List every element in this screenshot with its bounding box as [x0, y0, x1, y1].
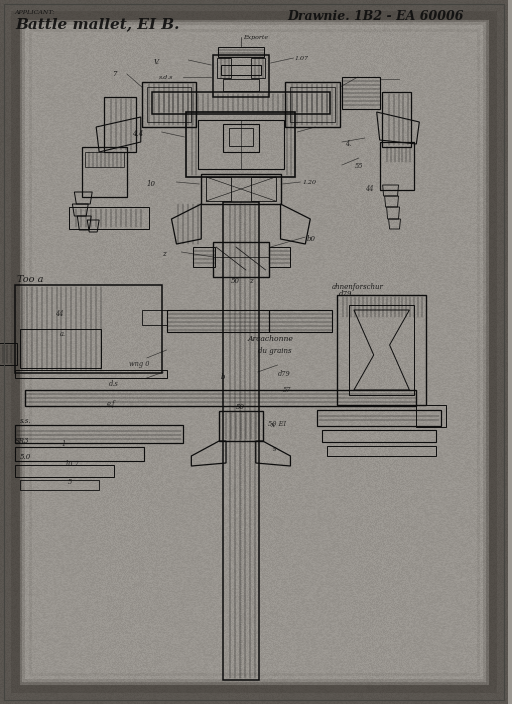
Bar [25, 390, 416, 406]
Bar [322, 430, 436, 442]
Text: 50: 50 [236, 403, 245, 411]
Bar [15, 370, 166, 378]
Text: 50: 50 [231, 277, 240, 285]
Bar [380, 142, 414, 190]
Text: wng 0: wng 0 [129, 360, 150, 368]
Bar [142, 82, 196, 127]
Text: du grains: du grains [258, 347, 291, 355]
Bar [221, 65, 261, 75]
Text: 55: 55 [355, 162, 364, 170]
Bar [152, 92, 330, 114]
Bar [337, 295, 426, 405]
Bar [82, 147, 127, 197]
Text: SR3: SR3 [15, 437, 29, 445]
Text: 5: 5 [68, 478, 72, 486]
Text: b: b [221, 373, 226, 381]
Bar [15, 465, 114, 477]
Bar [416, 405, 446, 427]
Text: 1.07: 1.07 [294, 56, 308, 61]
Text: Exporte: Exporte [243, 35, 268, 40]
Bar [327, 446, 436, 456]
Bar [30, 30, 478, 674]
Bar [20, 480, 99, 490]
Text: z: z [162, 250, 165, 258]
Text: 10: 10 [147, 180, 156, 188]
Bar [223, 202, 259, 680]
Text: Battle mallet, EI B.: Battle mallet, EI B. [15, 17, 179, 31]
Text: V.: V. [154, 58, 160, 66]
Bar [0, 343, 17, 365]
Bar [206, 177, 231, 201]
Text: 4.: 4. [345, 140, 351, 148]
Bar [15, 447, 144, 461]
Bar [218, 47, 264, 57]
Text: 44: 44 [365, 185, 373, 193]
Text: 50 EI: 50 EI [268, 420, 286, 428]
Bar [15, 425, 183, 443]
Bar [15, 285, 162, 373]
Bar [229, 128, 253, 146]
Bar [217, 58, 231, 78]
Bar [223, 124, 259, 152]
Text: 1.20: 1.20 [303, 180, 316, 185]
Bar [20, 329, 100, 368]
Text: b0: b0 [306, 235, 315, 243]
Bar [147, 87, 191, 122]
Text: Too a: Too a [17, 275, 44, 284]
Bar [349, 305, 414, 395]
Bar [219, 411, 263, 441]
Text: 44: 44 [54, 310, 63, 318]
Bar [186, 112, 295, 177]
Bar [142, 310, 166, 325]
Bar [317, 410, 441, 426]
Bar [223, 79, 259, 91]
Bar [198, 120, 284, 169]
Bar [86, 152, 124, 167]
Text: s: s [272, 445, 276, 453]
Text: Arcachonne: Arcachonne [248, 335, 294, 343]
Bar [213, 242, 269, 277]
Text: Drawnie. 1B2 - EA 60006: Drawnie. 1B2 - EA 60006 [287, 10, 464, 23]
Bar [381, 92, 412, 147]
Bar [251, 177, 275, 201]
Bar [251, 58, 265, 78]
Bar [290, 87, 335, 122]
Bar [342, 77, 380, 109]
Bar [104, 97, 136, 152]
Text: x: x [271, 421, 274, 429]
Bar [166, 310, 269, 332]
Bar [269, 310, 332, 332]
Text: 57: 57 [283, 386, 291, 394]
Text: 5.0: 5.0 [20, 453, 31, 461]
Text: a.: a. [59, 330, 66, 338]
Text: ahnenforschur: ahnenforschur [332, 283, 384, 291]
Bar [201, 174, 281, 204]
Bar [194, 247, 215, 267]
Bar [269, 247, 290, 267]
Text: d79: d79 [339, 290, 353, 298]
Text: s.s.: s.s. [20, 417, 32, 425]
Text: 7: 7 [112, 70, 117, 78]
Text: e.f: e.f [107, 400, 116, 408]
Text: APPLICANT:: APPLICANT: [15, 10, 55, 15]
Text: 4.4: 4.4 [132, 130, 143, 138]
Bar [70, 207, 148, 229]
Text: d79: d79 [278, 370, 290, 378]
Bar [286, 82, 340, 127]
Text: s.d.s: s.d.s [159, 75, 173, 80]
Text: 10.7: 10.7 [65, 460, 79, 468]
Bar [213, 55, 269, 97]
Text: z: z [249, 277, 252, 285]
Text: d.s: d.s [109, 380, 119, 388]
Text: 1: 1 [61, 440, 66, 448]
